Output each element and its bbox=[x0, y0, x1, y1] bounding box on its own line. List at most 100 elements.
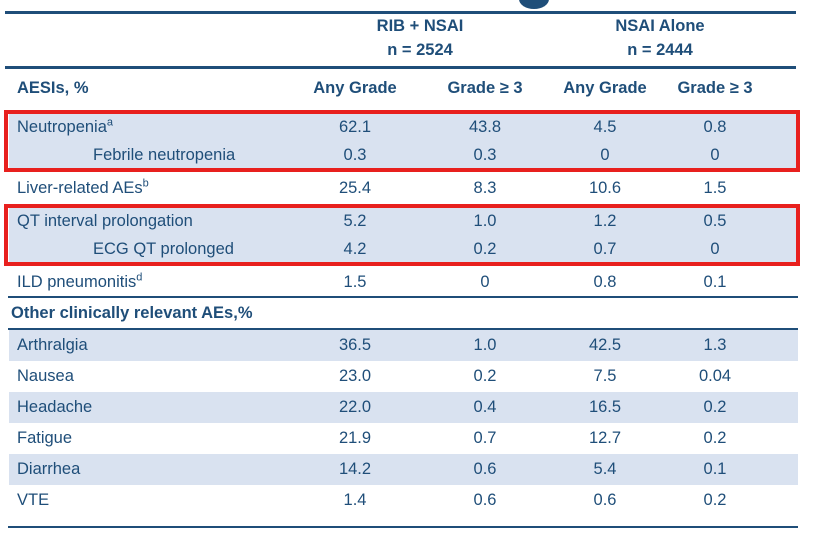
value-cell: 4.2 bbox=[343, 239, 367, 258]
value-cell: 0.1 bbox=[703, 460, 727, 478]
divider-line-below-section bbox=[8, 328, 798, 330]
group-label: NSAI Alone bbox=[615, 17, 705, 35]
table-row: VTE 1.4 0.6 0.6 0.2 bbox=[9, 485, 798, 516]
value-cell: 0.5 bbox=[703, 211, 727, 230]
column-header-grade3-2: Grade ≥ 3 bbox=[677, 79, 753, 97]
value-cell: 0.8 bbox=[593, 272, 617, 291]
value-cell: 1.0 bbox=[473, 336, 497, 354]
row-label: Headache bbox=[17, 398, 93, 416]
value-cell: 22.0 bbox=[338, 398, 372, 416]
value-cell: 0 bbox=[480, 272, 490, 291]
value-cell: 1.2 bbox=[593, 211, 617, 230]
table-row: QT interval prolongation 5.2 1.0 1.2 0.5 bbox=[9, 207, 798, 235]
table-row: Fatigue 21.9 0.7 12.7 0.2 bbox=[9, 423, 798, 454]
column-header-grade3-1: Grade ≥ 3 bbox=[447, 79, 523, 97]
column-header-aesis: AESIs, % bbox=[17, 79, 89, 97]
value-cell: 0.7 bbox=[593, 239, 617, 258]
value-cell: 0.2 bbox=[703, 491, 727, 509]
footnote-marker: a bbox=[106, 116, 114, 128]
table-row: ILD pneumonitisd 1.5 0 0.8 0.1 bbox=[9, 268, 798, 296]
highlighted-row-group-1: Neutropeniaa 62.1 43.8 4.5 0.8 Febrile neutro… bbox=[4, 110, 800, 172]
value-cell: 12.7 bbox=[588, 429, 622, 447]
table-body: AESIs, % Any Grade Grade ≥ 3 Any Grade G… bbox=[4, 69, 800, 528]
treatment-group-header: RIB + NSAI n = 2524 NSAI Alone n = 2444 bbox=[9, 15, 798, 63]
value-cell: 7.5 bbox=[593, 367, 617, 385]
group-label: RIB + NSAI bbox=[376, 17, 464, 35]
group-spacer bbox=[9, 15, 290, 63]
table-row: ECG QT prolonged 4.2 0.2 0.7 0 bbox=[9, 235, 798, 263]
value-cell: 23.0 bbox=[338, 367, 372, 385]
row-label: Fatigue bbox=[17, 429, 73, 447]
value-cell: 0.2 bbox=[703, 429, 727, 447]
value-cell: 4.5 bbox=[593, 117, 617, 136]
value-cell: 36.5 bbox=[338, 336, 372, 354]
highlighted-row-group-2: QT interval prolongation 5.2 1.0 1.2 0.5 ECG … bbox=[4, 204, 800, 266]
value-cell: 0.8 bbox=[703, 117, 727, 136]
value-cell: 8.3 bbox=[473, 178, 497, 197]
table-row: Diarrhea 14.2 0.6 5.4 0.1 bbox=[9, 454, 798, 485]
value-cell: 21.9 bbox=[338, 429, 372, 447]
column-header-any-grade-2: Any Grade bbox=[563, 79, 647, 97]
section-header: Other clinically relevant AEs,% bbox=[11, 303, 253, 322]
column-header-row: AESIs, % Any Grade Grade ≥ 3 Any Grade G… bbox=[9, 69, 798, 108]
value-cell: 0.3 bbox=[473, 145, 497, 164]
table-top-line bbox=[5, 11, 796, 14]
value-cell: 0 bbox=[710, 145, 720, 164]
row-label: Nausea bbox=[17, 367, 74, 385]
value-cell: 1.5 bbox=[703, 178, 727, 197]
value-cell: 1.5 bbox=[343, 272, 367, 291]
value-cell: 0.4 bbox=[473, 398, 497, 416]
aesi-rows: Neutropeniaa 62.1 43.8 4.5 0.8 Febrile neutro… bbox=[4, 110, 800, 296]
table-row: Arthralgia 36.5 1.0 42.5 1.3 bbox=[9, 330, 798, 361]
group-n: n = 2524 bbox=[387, 40, 453, 59]
row-label: Arthralgia bbox=[17, 336, 88, 354]
value-cell: 5.2 bbox=[343, 211, 367, 230]
footnote-marker: d bbox=[136, 271, 143, 283]
value-cell: 1.4 bbox=[343, 491, 367, 509]
row-label: ILD pneumonitisd bbox=[17, 271, 143, 291]
value-cell: 0.1 bbox=[703, 272, 727, 291]
table-bottom-line bbox=[8, 526, 798, 528]
table-row: Nausea 23.0 0.2 7.5 0.04 bbox=[9, 361, 798, 392]
value-cell: 0.3 bbox=[343, 145, 367, 164]
row-label: ECG QT prolonged bbox=[93, 239, 234, 258]
value-cell: 16.5 bbox=[588, 398, 622, 416]
value-cell: 10.6 bbox=[588, 178, 622, 197]
group-nsai-alone: NSAI Alone n = 2444 bbox=[550, 15, 770, 63]
table-row: Neutropeniaa 62.1 43.8 4.5 0.8 bbox=[9, 113, 798, 141]
value-cell: 14.2 bbox=[338, 460, 372, 478]
value-cell: 0.2 bbox=[473, 367, 497, 385]
row-label: Febrile neutropenia bbox=[93, 145, 236, 164]
cropped-title-descender bbox=[519, 0, 549, 9]
row-label: Liver-related AEsb bbox=[17, 177, 149, 197]
table-row: Febrile neutropenia 0.3 0.3 0 0 bbox=[9, 141, 798, 169]
value-cell: 25.4 bbox=[338, 178, 372, 197]
other-rows: Arthralgia 36.5 1.0 42.5 1.3 Nausea 23.0 0.2 7.5… bbox=[9, 330, 798, 516]
value-cell: 0.7 bbox=[473, 429, 497, 447]
row-label: QT interval prolongation bbox=[17, 211, 193, 230]
row-label: Diarrhea bbox=[17, 460, 81, 478]
divider-line-above-section bbox=[8, 296, 798, 298]
column-header-any-grade-1: Any Grade bbox=[313, 79, 397, 97]
value-cell: 0.6 bbox=[593, 491, 617, 509]
group-header-underline bbox=[5, 66, 796, 69]
value-cell: 0 bbox=[600, 145, 610, 164]
table-row: Liver-related AEsb 25.4 8.3 10.6 1.5 bbox=[9, 174, 798, 202]
value-cell: 0.04 bbox=[698, 367, 732, 385]
value-cell: 43.8 bbox=[468, 117, 502, 136]
value-cell: 0.6 bbox=[473, 460, 497, 478]
group-rib-nsai: RIB + NSAI n = 2524 bbox=[290, 15, 550, 63]
value-cell: 0.6 bbox=[473, 491, 497, 509]
value-cell: 5.4 bbox=[593, 460, 617, 478]
value-cell: 42.5 bbox=[588, 336, 622, 354]
value-cell: 0.2 bbox=[703, 398, 727, 416]
row-label: VTE bbox=[17, 491, 50, 509]
value-cell: 0 bbox=[710, 239, 720, 258]
table-row: Headache 22.0 0.4 16.5 0.2 bbox=[9, 392, 798, 423]
value-cell: 62.1 bbox=[338, 117, 372, 136]
row-label: Neutropeniaa bbox=[17, 116, 114, 136]
value-cell: 1.0 bbox=[473, 211, 497, 230]
group-n: n = 2444 bbox=[627, 40, 693, 59]
footnote-marker: b bbox=[142, 177, 149, 189]
